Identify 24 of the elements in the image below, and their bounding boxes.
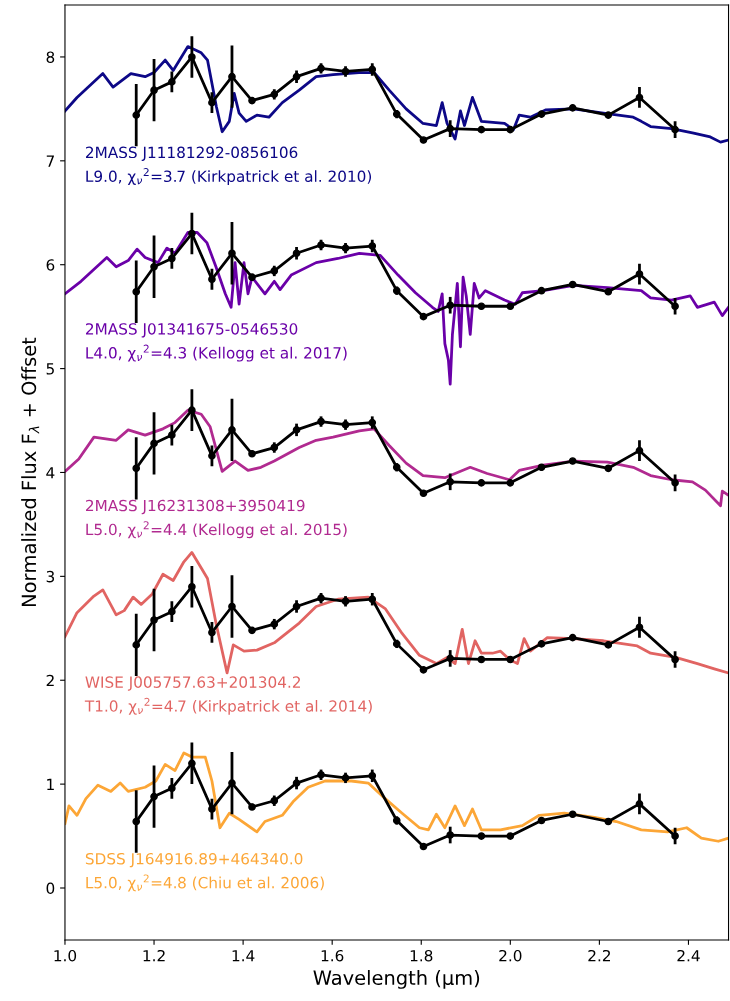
y-tick-label: 1 xyxy=(47,778,54,790)
y-tick-label: 8 xyxy=(46,51,55,63)
x-tick-label: 2.2 xyxy=(588,949,611,962)
x-tick-label: 1.8 xyxy=(410,949,433,962)
text: 2MASS J11181292-0856106 L9.0, χ$_{ν}$$^{2}$=3.7 (Kirkpatrick et al. 2010) xyxy=(86,146,372,185)
x-axis-title: Wavelength (μm) xyxy=(313,970,480,989)
y-tick-label: 7 xyxy=(46,155,54,167)
y-tick-label: 4 xyxy=(46,467,55,479)
text: SDSS J164916.89+464340.0 L5.0, χ$_{ν}$$^{2}$=4.8 (Chiu et al. 2006) xyxy=(85,852,324,892)
y-tick-label: 2 xyxy=(46,674,54,687)
y-tick-label: 3 xyxy=(46,570,55,583)
text: 2MASS J01341675-0546530 L4.0, χ$_{ν}$$^{2}$=4.3 (Kellogg et al. 2017) xyxy=(86,323,347,362)
y-tick-label: 5 xyxy=(46,363,54,375)
x-tick-label: 1.6 xyxy=(321,949,344,962)
x-tick-label: 2.0 xyxy=(499,949,522,962)
x-tick-label: 1.4 xyxy=(232,950,255,962)
x-tick-label: 1.2 xyxy=(143,949,165,962)
series-label: WISE J005757.63+201304.2 T1.0, χ$_{ν}$$^{2}$=4.7 (Kirkpatrick et al. 2014) xyxy=(84,676,372,715)
y-tick-label: 0 xyxy=(46,882,55,895)
y-tick-label: 6 xyxy=(46,259,55,271)
x-tick-label: 2.4 xyxy=(677,949,700,962)
text: 2MASS J16231308+3950419 L5.0, χ$_{ν}$$^{2}$=4.4 (Kellogg et al. 2015) xyxy=(86,499,347,539)
y-axis-title: Normalized Flux F$_{λ}$ + Offset xyxy=(21,337,40,606)
x-tick-label: 1.0 xyxy=(54,949,77,962)
